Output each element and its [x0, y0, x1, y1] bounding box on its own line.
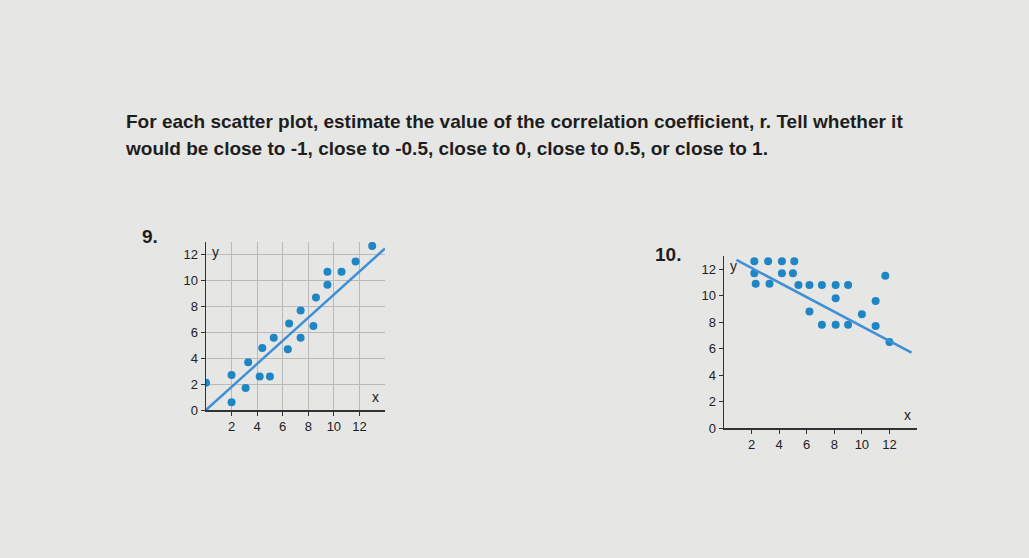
svg-text:2: 2 [191, 377, 198, 392]
html-text:9.: 9. [142, 226, 158, 247]
html-text:10.: 10. [655, 244, 682, 265]
svg-text:2: 2 [748, 437, 755, 452]
svg-text:0: 0 [191, 403, 198, 418]
svg-text:6: 6 [279, 419, 286, 434]
svg-text:4: 4 [254, 419, 261, 434]
svg-text:0: 0 [709, 421, 716, 436]
svg-text:2: 2 [228, 419, 235, 434]
svg-text:8: 8 [831, 437, 838, 452]
html-text:For each scatter plot, estimat: For each scatter plot, estimate the valu… [126, 111, 903, 159]
svg-text:10: 10 [701, 288, 715, 303]
svg-text:8: 8 [709, 315, 716, 330]
svg-text:y: y [730, 258, 737, 274]
svg-text:6: 6 [709, 341, 716, 356]
svg-text:x: x [372, 389, 379, 405]
svg-text:x: x [904, 407, 911, 423]
svg-text:12: 12 [183, 247, 197, 262]
svg-text:12: 12 [701, 262, 715, 277]
svg-text:4: 4 [776, 437, 783, 452]
svg-text:8: 8 [305, 419, 312, 434]
svg-text:10: 10 [327, 419, 341, 434]
svg-text:10: 10 [183, 273, 197, 288]
svg-text:4: 4 [709, 368, 716, 383]
svg-text:6: 6 [803, 437, 810, 452]
svg-text:12: 12 [352, 419, 366, 434]
svg-text:6: 6 [191, 325, 198, 340]
svg-text:12: 12 [882, 437, 896, 452]
svg-text:10: 10 [855, 437, 869, 452]
svg-text:y: y [212, 244, 219, 260]
svg-text:4: 4 [191, 351, 198, 366]
svg-text:2: 2 [709, 394, 716, 409]
svg-text:8: 8 [191, 299, 198, 314]
